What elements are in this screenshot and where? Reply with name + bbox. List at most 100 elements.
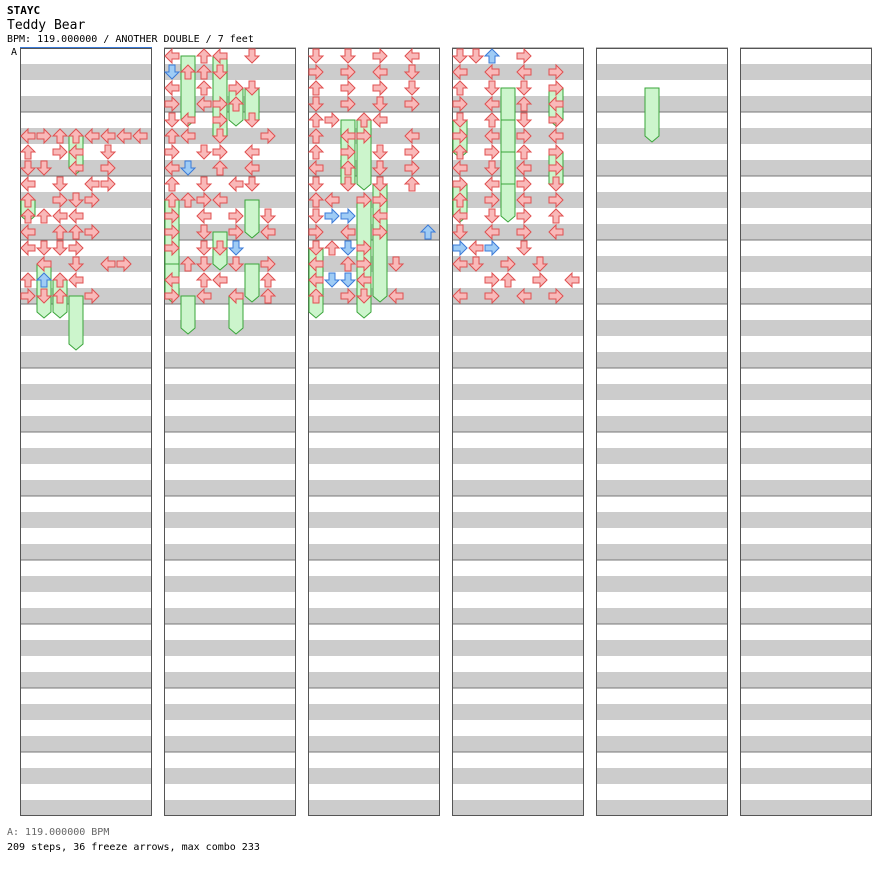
right-arrow-icon <box>324 207 340 225</box>
beat-stripe <box>740 128 872 144</box>
left-arrow-icon <box>196 95 212 113</box>
right-arrow-icon <box>212 143 228 161</box>
beat-stripe <box>164 128 296 144</box>
up-arrow-icon <box>307 80 325 96</box>
down-arrow-icon <box>483 208 501 224</box>
up-arrow-icon <box>515 144 533 160</box>
beat-stripe <box>452 704 584 720</box>
beat-stripe <box>20 704 152 720</box>
beat-stripe <box>164 800 296 816</box>
down-arrow-icon <box>467 48 485 64</box>
down-arrow-icon <box>67 256 85 272</box>
up-arrow-icon <box>195 64 213 80</box>
down-arrow-icon <box>211 128 229 144</box>
right-arrow-icon <box>164 143 180 161</box>
right-arrow-icon <box>452 239 468 257</box>
beat-stripe <box>164 512 296 528</box>
down-arrow-icon <box>163 112 181 128</box>
up-arrow-icon <box>339 160 357 176</box>
column-border <box>308 48 440 816</box>
down-arrow-icon <box>451 112 469 128</box>
left-arrow-icon <box>308 159 324 177</box>
beat-stripe <box>740 576 872 592</box>
left-arrow-icon <box>548 95 564 113</box>
beat-stripe <box>596 320 728 336</box>
left-arrow-icon <box>84 127 100 145</box>
left-arrow-icon <box>340 127 356 145</box>
beat-stripe <box>452 608 584 624</box>
left-arrow-icon <box>212 191 228 209</box>
left-arrow-icon <box>180 127 196 145</box>
up-arrow-icon <box>51 272 69 288</box>
bpm-marker-line <box>20 47 152 48</box>
down-arrow-icon <box>515 240 533 256</box>
beat-stripe <box>164 384 296 400</box>
right-arrow-icon <box>116 255 132 273</box>
right-arrow-icon <box>196 191 212 209</box>
chart-stats: 209 steps, 36 freeze arrows, max combo 2… <box>7 842 260 853</box>
right-arrow-icon <box>484 287 500 305</box>
beat-stripe <box>596 128 728 144</box>
down-arrow-icon <box>515 112 533 128</box>
up-arrow-icon <box>35 208 53 224</box>
beat-stripe <box>164 480 296 496</box>
down-arrow-icon <box>307 96 325 112</box>
beat-stripe <box>452 768 584 784</box>
down-arrow-icon <box>531 256 549 272</box>
down-arrow-icon <box>307 48 325 64</box>
up-arrow-icon <box>195 48 213 64</box>
right-arrow-icon <box>452 95 468 113</box>
left-arrow-icon <box>308 255 324 273</box>
right-arrow-icon <box>404 95 420 113</box>
up-arrow-icon <box>307 288 325 304</box>
up-arrow-icon <box>67 128 85 144</box>
up-arrow-icon <box>51 224 69 240</box>
left-arrow-icon <box>68 159 84 177</box>
left-arrow-icon <box>20 223 36 241</box>
beat-stripe <box>20 512 152 528</box>
up-arrow-icon <box>179 256 197 272</box>
down-arrow-icon <box>35 288 53 304</box>
right-arrow-icon <box>340 287 356 305</box>
beat-stripe <box>20 544 152 560</box>
right-arrow-icon <box>404 143 420 161</box>
left-arrow-icon <box>388 287 404 305</box>
down-arrow-icon <box>259 208 277 224</box>
left-arrow-icon <box>404 47 420 65</box>
beat-stripe <box>596 480 728 496</box>
right-arrow-icon <box>228 207 244 225</box>
down-arrow-icon <box>323 272 341 288</box>
right-arrow-icon <box>308 63 324 81</box>
left-arrow-icon <box>244 143 260 161</box>
beat-stripe <box>740 512 872 528</box>
freeze-arrow <box>644 87 660 143</box>
beat-stripe <box>308 736 440 752</box>
right-arrow-icon <box>404 159 420 177</box>
beat-stripe <box>20 608 152 624</box>
down-arrow-icon <box>195 256 213 272</box>
left-arrow-icon <box>100 127 116 145</box>
beat-stripe <box>20 96 152 112</box>
right-arrow-icon <box>212 111 228 129</box>
up-arrow-icon <box>307 192 325 208</box>
left-arrow-icon <box>372 111 388 129</box>
beat-stripe <box>596 608 728 624</box>
up-arrow-icon <box>163 192 181 208</box>
down-arrow-icon <box>339 48 357 64</box>
up-arrow-icon <box>419 224 437 240</box>
beat-stripe <box>740 352 872 368</box>
beat-stripe <box>596 576 728 592</box>
down-arrow-icon <box>243 80 261 96</box>
beat-stripe <box>740 64 872 80</box>
left-arrow-icon <box>484 223 500 241</box>
up-arrow-icon <box>307 128 325 144</box>
beat-stripe <box>596 160 728 176</box>
right-arrow-icon <box>548 63 564 81</box>
down-arrow-icon <box>403 64 421 80</box>
beat-stripe <box>164 448 296 464</box>
beat-stripe <box>740 160 872 176</box>
beat-stripe <box>740 544 872 560</box>
down-arrow-icon <box>35 240 53 256</box>
beat-stripe <box>596 544 728 560</box>
